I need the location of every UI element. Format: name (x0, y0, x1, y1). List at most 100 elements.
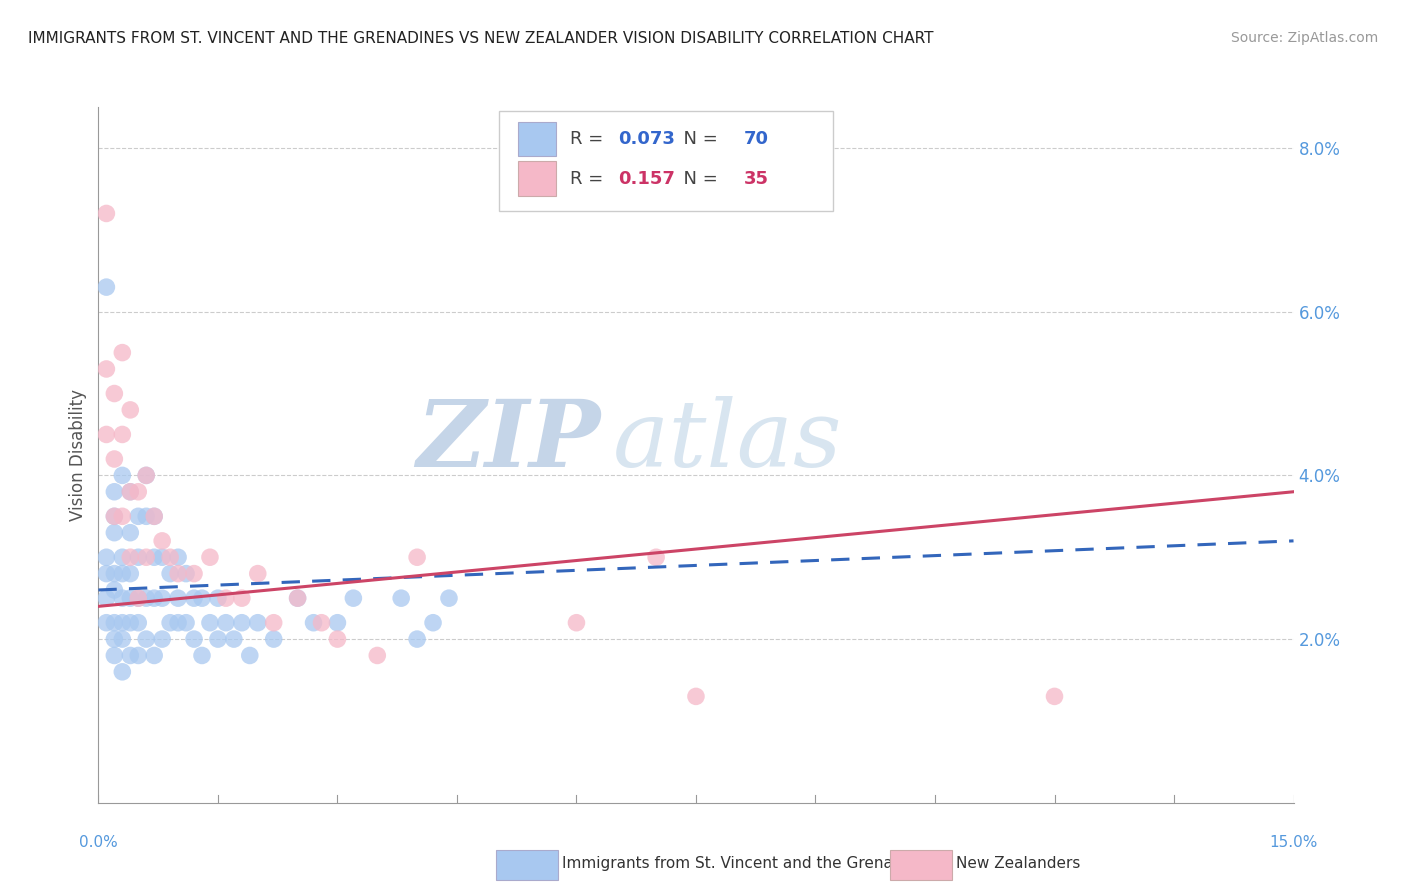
Point (150, 591, 173, 606)
Point (207, 591, 229, 606)
Point (183, 632, 205, 646)
Point (96, 615, 118, 630)
Y-axis label: Vision Disability: Vision Disability (69, 389, 87, 521)
Point (127, 615, 149, 630)
Point (111, 615, 134, 630)
Point (103, 648, 125, 663)
Point (263, 632, 285, 646)
Point (120, 591, 142, 606)
Point (246, 566, 269, 581)
Point (389, 591, 412, 606)
Text: ZIP: ZIP (416, 396, 600, 486)
Point (143, 550, 166, 565)
Point (135, 632, 157, 646)
Point (96, 591, 118, 606)
Text: 0.157: 0.157 (619, 169, 675, 187)
Point (685, 690, 707, 704)
Point (111, 566, 134, 581)
Point (143, 509, 166, 524)
Text: Immigrants from St. Vincent and the Grenadines: Immigrants from St. Vincent and the Gren… (562, 856, 935, 871)
Point (103, 484, 125, 499)
Point (191, 648, 214, 663)
Point (174, 566, 197, 581)
Point (167, 566, 190, 581)
Point (103, 509, 125, 524)
Point (96, 566, 118, 581)
Point (111, 468, 134, 483)
Point (1043, 690, 1066, 704)
Text: N =: N = (672, 130, 724, 148)
Point (111, 591, 134, 606)
Point (183, 566, 205, 581)
Point (198, 550, 221, 565)
Point (111, 345, 134, 359)
Point (120, 566, 142, 581)
Text: 0.073: 0.073 (619, 130, 675, 148)
Point (120, 525, 142, 540)
Point (135, 468, 157, 483)
Point (127, 591, 149, 606)
Point (326, 632, 349, 646)
Point (215, 591, 238, 606)
Text: Source: ZipAtlas.com: Source: ZipAtlas.com (1230, 31, 1378, 45)
Point (103, 525, 125, 540)
Point (111, 427, 134, 442)
Point (342, 591, 364, 606)
Point (96, 280, 118, 294)
Point (120, 484, 142, 499)
Point (150, 632, 173, 646)
Text: R =: R = (571, 169, 609, 187)
Point (150, 533, 173, 548)
Point (96, 427, 118, 442)
Point (150, 550, 173, 565)
Point (103, 615, 125, 630)
Point (159, 615, 181, 630)
Point (135, 591, 157, 606)
Point (120, 403, 142, 417)
Point (287, 591, 309, 606)
Point (191, 591, 214, 606)
Point (127, 648, 149, 663)
Point (120, 484, 142, 499)
Point (207, 632, 229, 646)
Point (120, 615, 142, 630)
Point (135, 509, 157, 524)
Text: 70: 70 (744, 130, 769, 148)
Point (239, 648, 262, 663)
Point (167, 550, 190, 565)
Point (645, 550, 668, 565)
Point (127, 484, 149, 499)
Point (406, 550, 429, 565)
Point (183, 591, 205, 606)
Point (198, 615, 221, 630)
Point (231, 591, 253, 606)
Point (127, 550, 149, 565)
Point (103, 386, 125, 401)
Point (167, 591, 190, 606)
Point (103, 566, 125, 581)
Text: 35: 35 (744, 169, 769, 187)
Point (120, 648, 142, 663)
Point (96, 206, 118, 220)
Point (159, 550, 181, 565)
Text: atlas: atlas (612, 396, 842, 486)
Text: New Zealanders: New Zealanders (956, 856, 1080, 871)
FancyBboxPatch shape (499, 111, 834, 211)
Text: N =: N = (672, 169, 724, 187)
Point (111, 632, 134, 646)
Text: IMMIGRANTS FROM ST. VINCENT AND THE GRENADINES VS NEW ZEALANDER VISION DISABILIT: IMMIGRANTS FROM ST. VINCENT AND THE GREN… (28, 31, 934, 46)
Point (302, 615, 325, 630)
Point (111, 509, 134, 524)
Point (437, 591, 460, 606)
Point (143, 509, 166, 524)
Point (127, 509, 149, 524)
Point (174, 615, 197, 630)
FancyBboxPatch shape (517, 121, 557, 156)
Point (246, 615, 269, 630)
Point (406, 632, 429, 646)
Point (565, 615, 588, 630)
Point (96, 362, 118, 376)
Point (127, 591, 149, 606)
Text: 15.0%: 15.0% (1270, 836, 1317, 850)
Point (159, 566, 181, 581)
